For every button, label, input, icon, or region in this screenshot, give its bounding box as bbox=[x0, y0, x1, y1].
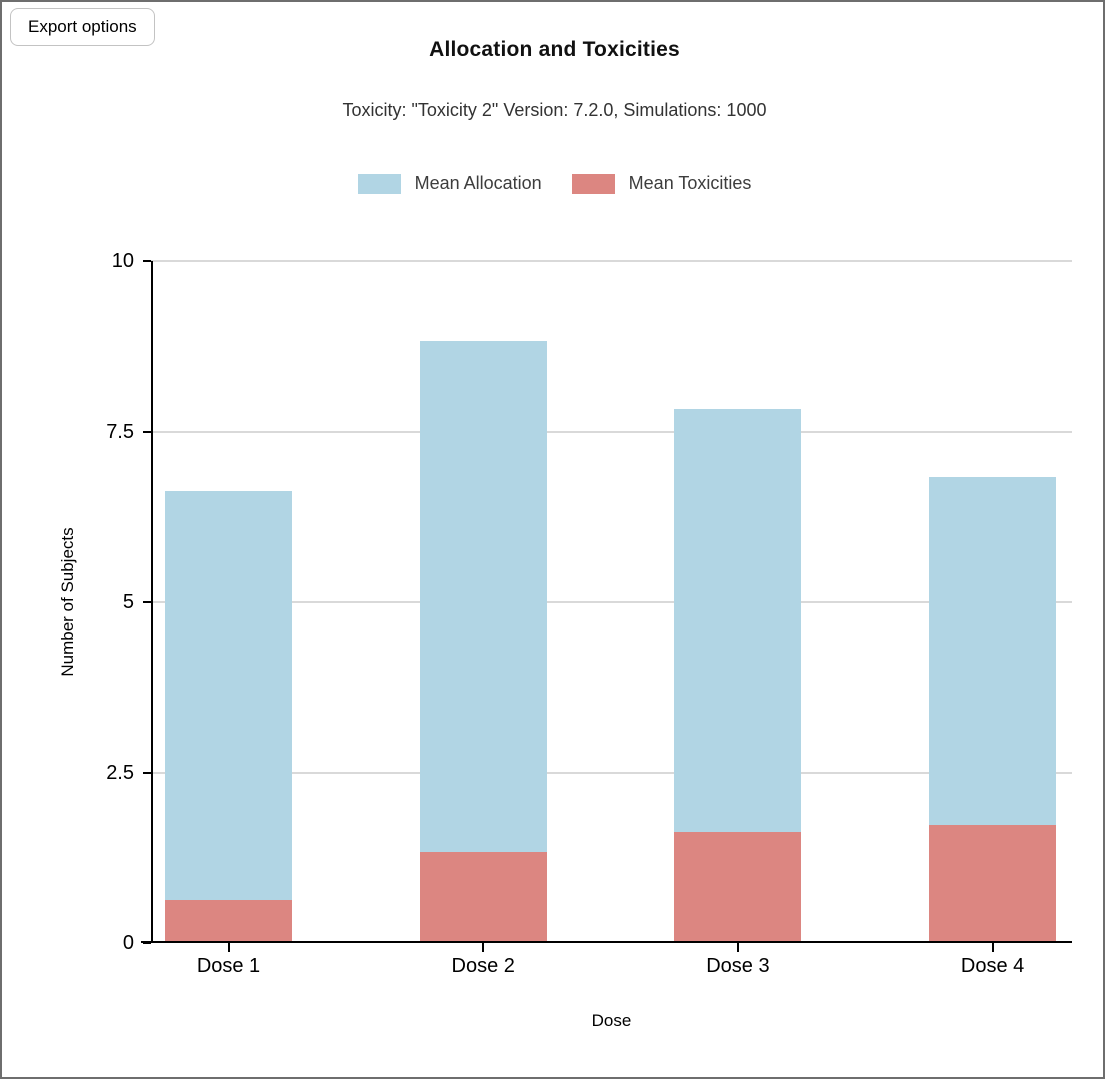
mean-allocation-swatch-icon bbox=[357, 173, 401, 194]
gridline-2.5 bbox=[151, 771, 1072, 774]
y-tick-0 bbox=[143, 942, 151, 944]
x-tick-label-dose-1: Dose 1 bbox=[196, 955, 261, 977]
bar-mean-allocation-dose-2 bbox=[419, 340, 547, 941]
chart-title: Allocation and Toxicities bbox=[429, 38, 680, 61]
legend-item-mean-allocation: Mean Allocation bbox=[357, 173, 542, 194]
gridline-5 bbox=[151, 601, 1072, 603]
legend-label-mean-allocation: Mean Allocation bbox=[414, 173, 542, 193]
x-tick-label-dose-4: Dose 4 bbox=[960, 955, 1025, 977]
bar-mean-toxicities-dose-4 bbox=[929, 825, 1057, 941]
y-tick-10 bbox=[143, 260, 151, 262]
bar-mean-allocation-dose-1 bbox=[165, 490, 292, 941]
y-tick-label-2.5: 2.5 bbox=[106, 761, 134, 784]
y-tick-7.5 bbox=[143, 430, 151, 433]
x-axis-line bbox=[141, 941, 1072, 943]
x-tick-label-dose-3: Dose 3 bbox=[706, 955, 770, 977]
y-tick-label-5: 5 bbox=[122, 591, 134, 613]
bar-mean-toxicities-dose-3 bbox=[674, 831, 802, 941]
x-tick-dose-1 bbox=[227, 943, 230, 952]
mean-toxicities-swatch-icon bbox=[571, 173, 615, 194]
y-tick-2.5 bbox=[143, 771, 151, 774]
x-tick-label-dose-2: Dose 2 bbox=[451, 955, 515, 977]
y-tick-label-7.5: 7.5 bbox=[106, 420, 134, 443]
gridline-7.5 bbox=[151, 430, 1072, 433]
x-tick-dose-2 bbox=[482, 943, 485, 952]
gridline-10 bbox=[151, 260, 1072, 262]
y-tick-label-10: 10 bbox=[111, 250, 134, 272]
x-tick-dose-4 bbox=[991, 943, 994, 952]
bar-mean-toxicities-dose-1 bbox=[165, 900, 292, 941]
chart-legend: Mean Allocation Mean Toxicities bbox=[2, 173, 1107, 194]
legend-label-mean-toxicities: Mean Toxicities bbox=[628, 173, 752, 193]
y-tick-5 bbox=[143, 601, 151, 603]
y-axis-line bbox=[151, 261, 153, 943]
bar-mean-toxicities-dose-2 bbox=[419, 852, 547, 941]
legend-item-mean-toxicities: Mean Toxicities bbox=[571, 173, 752, 194]
x-axis-title: Dose bbox=[591, 1011, 632, 1030]
chart-subtitle: Toxicity: "Toxicity 2" Version: 7.2.0, S… bbox=[342, 100, 767, 120]
y-tick-label-0: 0 bbox=[122, 932, 134, 954]
export-options-button[interactable]: Export options bbox=[10, 8, 155, 46]
plot-area: Dose 1 Dose 2 Dose 3 Dose 4 0 2.5 5 7.5 10 bbox=[106, 250, 1072, 977]
x-tick-dose-3 bbox=[736, 943, 739, 952]
